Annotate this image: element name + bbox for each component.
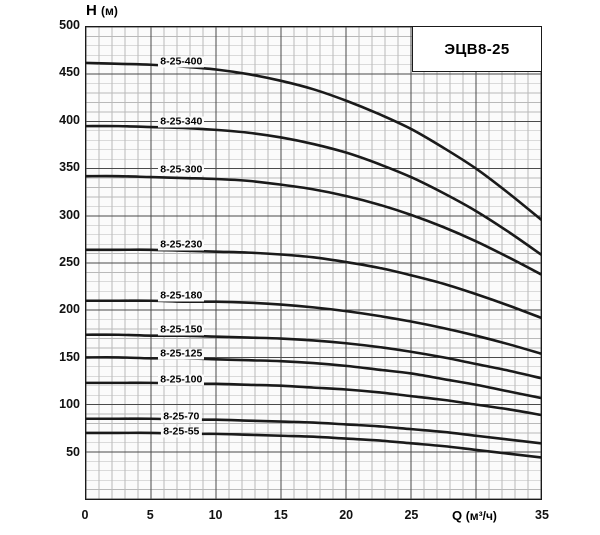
y-tick-300: 300 — [59, 207, 80, 222]
curve-label-8-25-400: 8-25-400 — [158, 55, 205, 68]
y-tick-200: 200 — [59, 302, 80, 317]
x-axis-title-unit: (м³/ч) — [465, 509, 497, 523]
curve-label-8-25-180: 8-25-180 — [158, 289, 205, 302]
curve-label-8-25-125: 8-25-125 — [158, 347, 205, 360]
model-title-box: ЭЦВ8-25 — [412, 26, 542, 72]
curve-label-8-25-100: 8-25-100 — [158, 373, 205, 386]
x-tick-20: 20 — [339, 508, 354, 522]
x-tick-35: 35 — [535, 508, 549, 522]
y-tick-450: 450 — [59, 65, 80, 80]
curve-label-8-25-230: 8-25-230 — [158, 238, 205, 251]
curve-label-8-25-55: 8-25-55 — [161, 425, 202, 438]
x-tick-5: 5 — [146, 508, 154, 522]
plot-area: 8-25-400 8-25-340 8-25-300 8-25-230 8-25-180… — [85, 26, 542, 500]
y-axis-title-symbol: H — [86, 2, 97, 19]
x-tick-25: 25 — [404, 508, 419, 522]
model-title-text: ЭЦВ8-25 — [444, 40, 510, 58]
x-axis-title-symbol: Q — [452, 508, 463, 523]
curve-label-8-25-70: 8-25-70 — [161, 410, 202, 423]
x-axis-title: Q (м³/ч) — [452, 508, 497, 523]
x-tick-0: 0 — [81, 508, 89, 522]
y-tick-100: 100 — [59, 397, 80, 412]
y-tick-150: 150 — [59, 349, 80, 364]
y-axis-title: H (м) — [86, 2, 118, 19]
curve-label-8-25-150: 8-25-150 — [158, 323, 205, 336]
x-tick-10: 10 — [208, 508, 223, 522]
y-axis-title-unit: (м) — [101, 4, 118, 18]
curve-label-8-25-300: 8-25-300 — [158, 163, 205, 176]
curve-label-8-25-340: 8-25-340 — [158, 115, 205, 128]
y-tick-500: 500 — [59, 18, 80, 32]
curve-label-layer: 8-25-400 8-25-340 8-25-300 8-25-230 8-25-180… — [86, 27, 541, 499]
y-tick-350: 350 — [59, 160, 80, 175]
y-tick-250: 250 — [59, 255, 80, 269]
y-tick-50: 50 — [66, 444, 80, 459]
x-tick-15: 15 — [273, 508, 288, 522]
y-tick-400: 400 — [59, 112, 80, 127]
